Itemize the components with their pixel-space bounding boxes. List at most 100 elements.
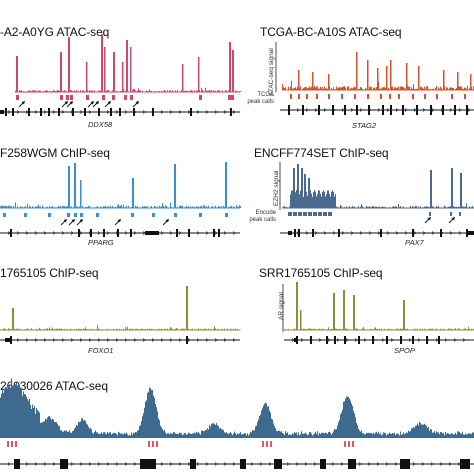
noise-bar (164, 90, 165, 92)
noise-bar (297, 87, 298, 90)
noise-bar (379, 206, 380, 208)
noise-bar (444, 205, 445, 208)
peak-call (270, 441, 272, 447)
noise-bar (433, 88, 434, 90)
peak-call (66, 95, 69, 100)
signal-bar (137, 430, 138, 438)
signal-bar (301, 431, 302, 438)
signal-bar (75, 427, 76, 438)
noise-bar (432, 206, 433, 208)
noise-bar (65, 206, 66, 208)
noise-bar (217, 328, 218, 330)
noise-bar (118, 203, 119, 208)
noise-bar (438, 205, 439, 208)
signal-bar (354, 413, 355, 438)
peak-call (293, 212, 297, 216)
peak-call (231, 95, 234, 100)
signal-bar (116, 433, 117, 438)
signal-bar (262, 408, 263, 438)
signal-bar (259, 416, 260, 438)
noise-bar (382, 87, 383, 90)
noise-bar (80, 90, 81, 92)
peak-call (152, 213, 155, 217)
noise-bar (344, 206, 345, 208)
noise-bar (198, 206, 199, 208)
signal-bar (242, 433, 243, 438)
peak-call (328, 212, 332, 216)
signal-bar (209, 424, 210, 438)
noise-bar (47, 206, 48, 208)
signal-bar (77, 425, 78, 438)
signal-bar (299, 435, 300, 438)
signal-bar (384, 432, 385, 438)
signal-bar (349, 398, 350, 438)
noise-bar (392, 86, 393, 90)
noise-bar (37, 206, 38, 208)
signal-bar (12, 386, 13, 438)
noise-bar (63, 206, 64, 208)
signal-track (0, 162, 241, 237)
signal-bar (174, 432, 175, 438)
noise-bar (411, 87, 412, 90)
hump-bar (331, 191, 332, 208)
signal-bar (378, 431, 379, 438)
signal-bar (112, 433, 113, 438)
signal-bar (185, 433, 186, 438)
exon (58, 108, 60, 116)
signal-bar (449, 433, 450, 438)
noise-bar (43, 90, 44, 92)
noise-bar (126, 328, 127, 330)
signal-bar (405, 433, 406, 438)
exon (72, 108, 74, 116)
strand-mark (43, 110, 47, 114)
signal-bar (240, 432, 241, 438)
strand-mark (386, 231, 390, 235)
peak-call (318, 212, 322, 216)
signal-bar (347, 396, 348, 438)
noise-bar (328, 327, 329, 330)
noise-bar (413, 83, 414, 90)
noise-bar (176, 327, 177, 330)
signal-bar (308, 434, 309, 438)
strand-mark (305, 231, 309, 235)
strand-mark (345, 338, 349, 342)
noise-bar (183, 328, 184, 330)
peak-call (152, 441, 154, 447)
noise-bar (416, 88, 417, 90)
peak-call (412, 94, 414, 99)
noise-bar (393, 88, 394, 90)
signal-bar (266, 403, 267, 438)
noise-bar (60, 328, 61, 330)
noise-bar (207, 90, 208, 92)
peak-calls-label: TCGA peak calls (247, 92, 274, 105)
signal-bar (17, 385, 18, 438)
noise-bar (119, 328, 120, 330)
signal-bar (167, 433, 168, 438)
signal-bar (103, 432, 104, 438)
signal-bar (252, 430, 253, 438)
strand-mark (115, 338, 119, 342)
signal-bar (48, 416, 49, 438)
peak-call (156, 441, 158, 447)
peak-call (352, 441, 354, 447)
noise-bar (137, 90, 138, 92)
signal-bar (250, 431, 251, 438)
signal-bar (227, 433, 228, 438)
signal-bar (211, 423, 212, 438)
signal-bar (257, 422, 258, 438)
noise-bar (288, 328, 289, 330)
noise-bar (76, 328, 77, 330)
signal-bar (296, 432, 297, 438)
signal-bar (69, 430, 70, 438)
noise-bar (201, 87, 202, 92)
signal-bar (10, 387, 11, 438)
noise-bar (357, 328, 358, 330)
noise-bar (135, 328, 136, 330)
signal-bar (204, 431, 205, 438)
noise-bar (57, 90, 58, 92)
exon (78, 229, 80, 237)
signal-bar (141, 421, 142, 438)
signal-bar (156, 407, 157, 438)
signal-bar (338, 422, 339, 438)
signal-bar (297, 435, 298, 438)
